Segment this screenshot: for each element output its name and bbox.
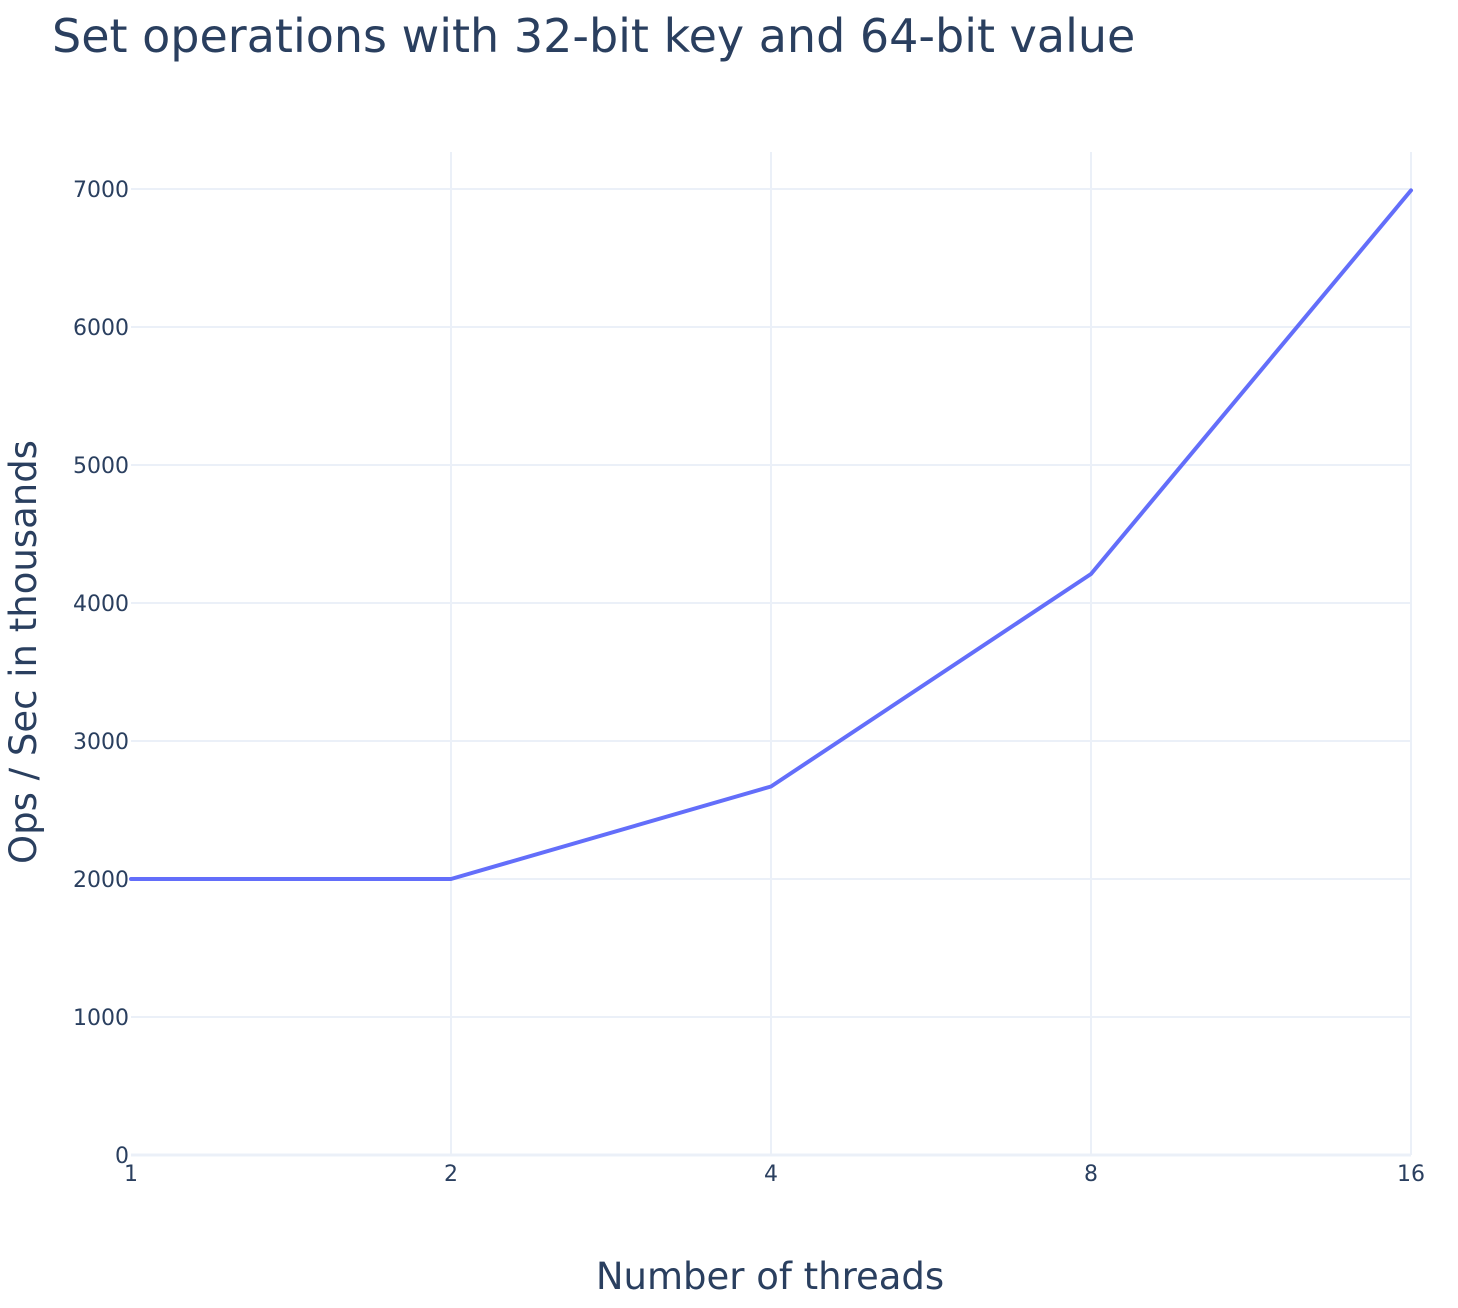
y-tick-label: 6000	[73, 316, 129, 341]
x-tick-label: 16	[1397, 1162, 1425, 1187]
y-tick-label: 3000	[73, 730, 129, 755]
x-tick-label: 4	[764, 1162, 778, 1187]
y-tick-label: 7000	[73, 178, 129, 203]
series-line-0	[129, 188, 1413, 881]
y-axis-title: Ops / Sec in thousands	[2, 440, 45, 864]
y-tick-labels: 0 1000 2000 3000 4000 5000 6000 7000	[73, 178, 129, 1169]
x-tick-label: 8	[1084, 1162, 1098, 1187]
x-axis-title: Number of threads	[596, 1255, 944, 1298]
x-tick-label: 2	[444, 1162, 458, 1187]
y-tick-label: 2000	[73, 868, 129, 893]
y-tick-label: 5000	[73, 454, 129, 479]
y-tick-label: 4000	[73, 592, 129, 617]
x-gridlines	[450, 152, 1412, 1155]
series-layer	[129, 188, 1413, 881]
chart-title: Set operations with 32-bit key and 64-bi…	[52, 9, 1135, 63]
x-tick-labels: 1 2 4 8 16	[124, 1162, 1425, 1187]
y-tick-label: 1000	[73, 1006, 129, 1031]
y-tick-label: 0	[115, 1144, 129, 1169]
x-tick-label: 1	[124, 1162, 138, 1187]
